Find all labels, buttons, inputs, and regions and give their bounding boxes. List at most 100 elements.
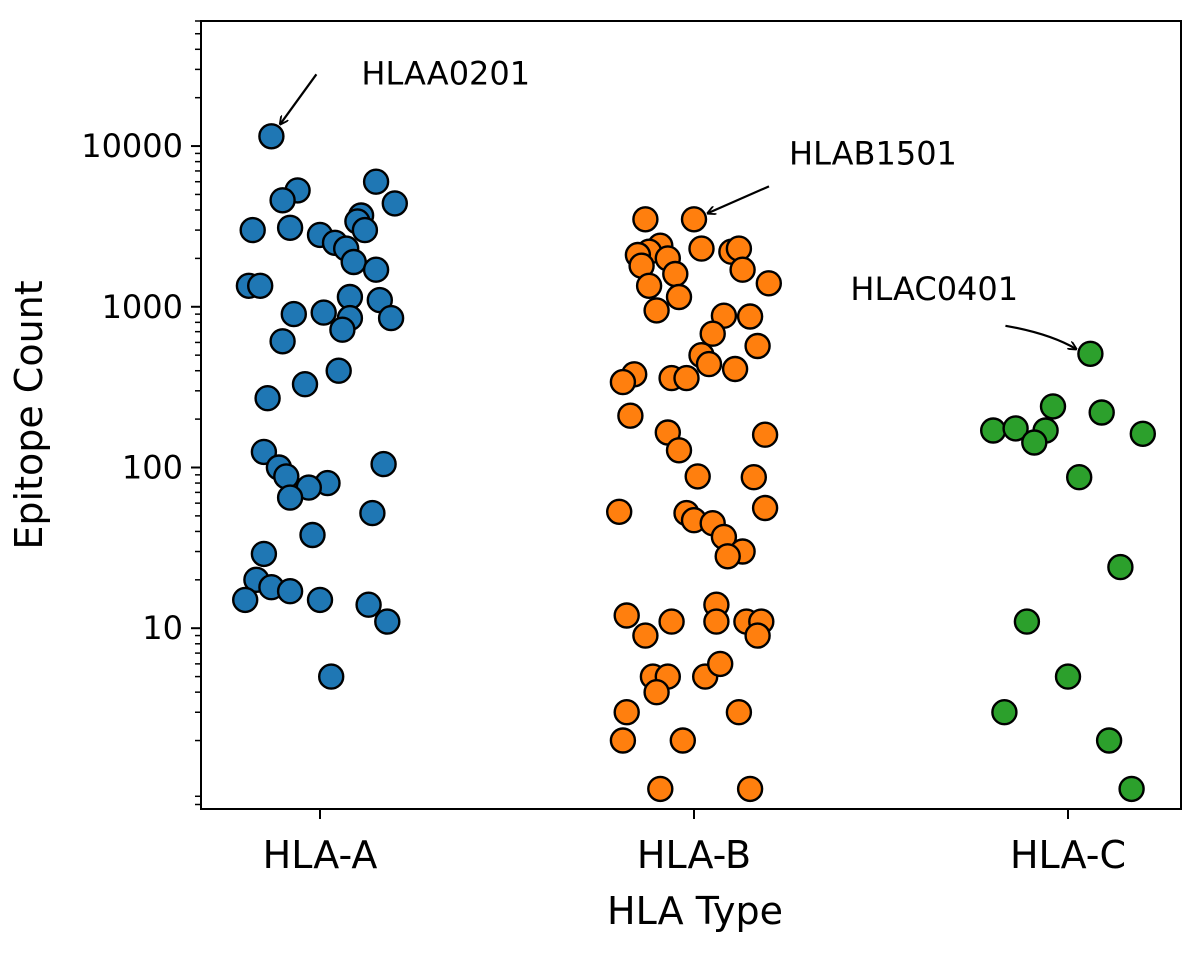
point-hla-c (1129, 420, 1157, 447)
point-hla-b (714, 543, 741, 570)
point-hla-c (1054, 663, 1082, 690)
point-hla-a (239, 216, 266, 244)
point-hla-b (613, 699, 640, 726)
x-tick-label: HLA-B (637, 833, 751, 877)
plot-area (201, 21, 1181, 809)
annotation-label: HLAA0201 (361, 54, 530, 92)
point-hla-b (699, 320, 726, 347)
point-hla-b (729, 256, 756, 283)
point-hla-c (980, 417, 1007, 444)
point-hla-a (280, 300, 307, 328)
point-hla-a (276, 578, 304, 605)
point-hla-c (1077, 340, 1104, 367)
data-points (231, 123, 1157, 803)
y-tick-label: 1000 (102, 288, 183, 326)
point-hla-b (647, 775, 674, 803)
annotation-label: HLAB1501 (789, 134, 957, 172)
x-axis-title: HLA Type (607, 889, 783, 933)
point-hla-b (684, 463, 711, 490)
point-hla-b (632, 206, 659, 233)
point-hla-a (269, 187, 296, 214)
y-tick-label: 100 (122, 448, 183, 486)
point-hla-b (680, 206, 708, 233)
point-hla-b (736, 303, 764, 330)
point-hla-c (1107, 553, 1134, 581)
point-hla-a (329, 316, 356, 343)
point-hla-c (1088, 399, 1115, 426)
point-hla-c (1065, 464, 1093, 491)
point-hla-a (318, 663, 345, 690)
point-hla-a (254, 385, 281, 412)
y-tick-label: 10000 (81, 127, 183, 165)
point-hla-c (1039, 393, 1067, 420)
point-hla-b (665, 437, 693, 464)
point-hla-b (755, 270, 782, 297)
point-hla-a (359, 499, 386, 527)
point-hla-b (721, 355, 749, 383)
point-hla-b (609, 368, 637, 396)
annotations: HLAA0201 HLAB1501 HLAC0401 (280, 54, 1076, 349)
x-tick-label: HLA-C (1010, 833, 1126, 877)
point-hla-c (1118, 775, 1145, 803)
point-hla-b (740, 464, 767, 491)
point-hla-b (695, 350, 723, 378)
point-hla-b (635, 272, 663, 299)
point-hla-a (247, 272, 274, 299)
point-hla-b (736, 775, 764, 803)
point-hla-a (258, 123, 285, 150)
annotation-label: HLAC0401 (850, 270, 1018, 308)
point-hla-a (291, 371, 319, 398)
point-hla-a (362, 256, 390, 283)
point-hla-b (744, 622, 771, 649)
point-hla-a (351, 216, 379, 244)
point-hla-b (662, 260, 689, 288)
point-hla-b (665, 283, 693, 311)
point-hla-c (1095, 727, 1123, 754)
point-hla-a (362, 168, 390, 195)
y-axis-ticks: 10 100 1000 10000 (81, 127, 201, 647)
point-hla-a (269, 328, 296, 355)
point-hla-a (299, 521, 326, 549)
point-hla-b (707, 650, 734, 678)
point-hla-a (377, 304, 405, 332)
point-hla-b (613, 602, 640, 629)
annotation-arrow (280, 73, 318, 124)
point-hla-b (632, 622, 659, 649)
x-axis-ticks: HLA-A HLA-B HLA-C (263, 809, 1126, 877)
point-hla-a (374, 608, 401, 635)
point-hla-b (609, 727, 637, 754)
y-axis-title: Epitope Count (7, 280, 51, 549)
point-hla-c (1013, 608, 1041, 635)
point-hla-b (673, 364, 700, 392)
point-hla-a (306, 586, 334, 614)
x-tick-label: HLA-A (263, 833, 378, 877)
plot-frame (200, 20, 1182, 810)
point-hla-b (744, 332, 771, 360)
point-hla-c (991, 699, 1018, 726)
point-hla-a (355, 591, 382, 618)
point-hla-b (658, 608, 685, 635)
point-hla-a (276, 214, 304, 242)
point-hla-b (725, 235, 753, 262)
point-hla-b (643, 679, 670, 706)
point-hla-b (617, 402, 644, 429)
point-hla-b (643, 297, 670, 324)
point-hla-b (751, 494, 779, 522)
point-hla-c (1002, 415, 1029, 442)
y-tick-label: 10 (142, 609, 183, 647)
point-hla-b (703, 608, 730, 635)
point-hla-a (231, 586, 259, 614)
annotation-arrow (1005, 324, 1076, 349)
point-hla-b (688, 235, 715, 262)
point-hla-a (273, 463, 300, 490)
point-hla-a (310, 299, 337, 326)
point-hla-a (276, 484, 304, 511)
point-hla-a (325, 357, 352, 384)
point-hla-a (340, 248, 367, 276)
point-hla-b (751, 421, 779, 448)
point-hla-b (669, 727, 696, 754)
annotation-arrow (708, 185, 770, 213)
point-hla-a (250, 540, 278, 568)
point-hla-b (606, 498, 633, 525)
point-hla-a (370, 450, 397, 478)
